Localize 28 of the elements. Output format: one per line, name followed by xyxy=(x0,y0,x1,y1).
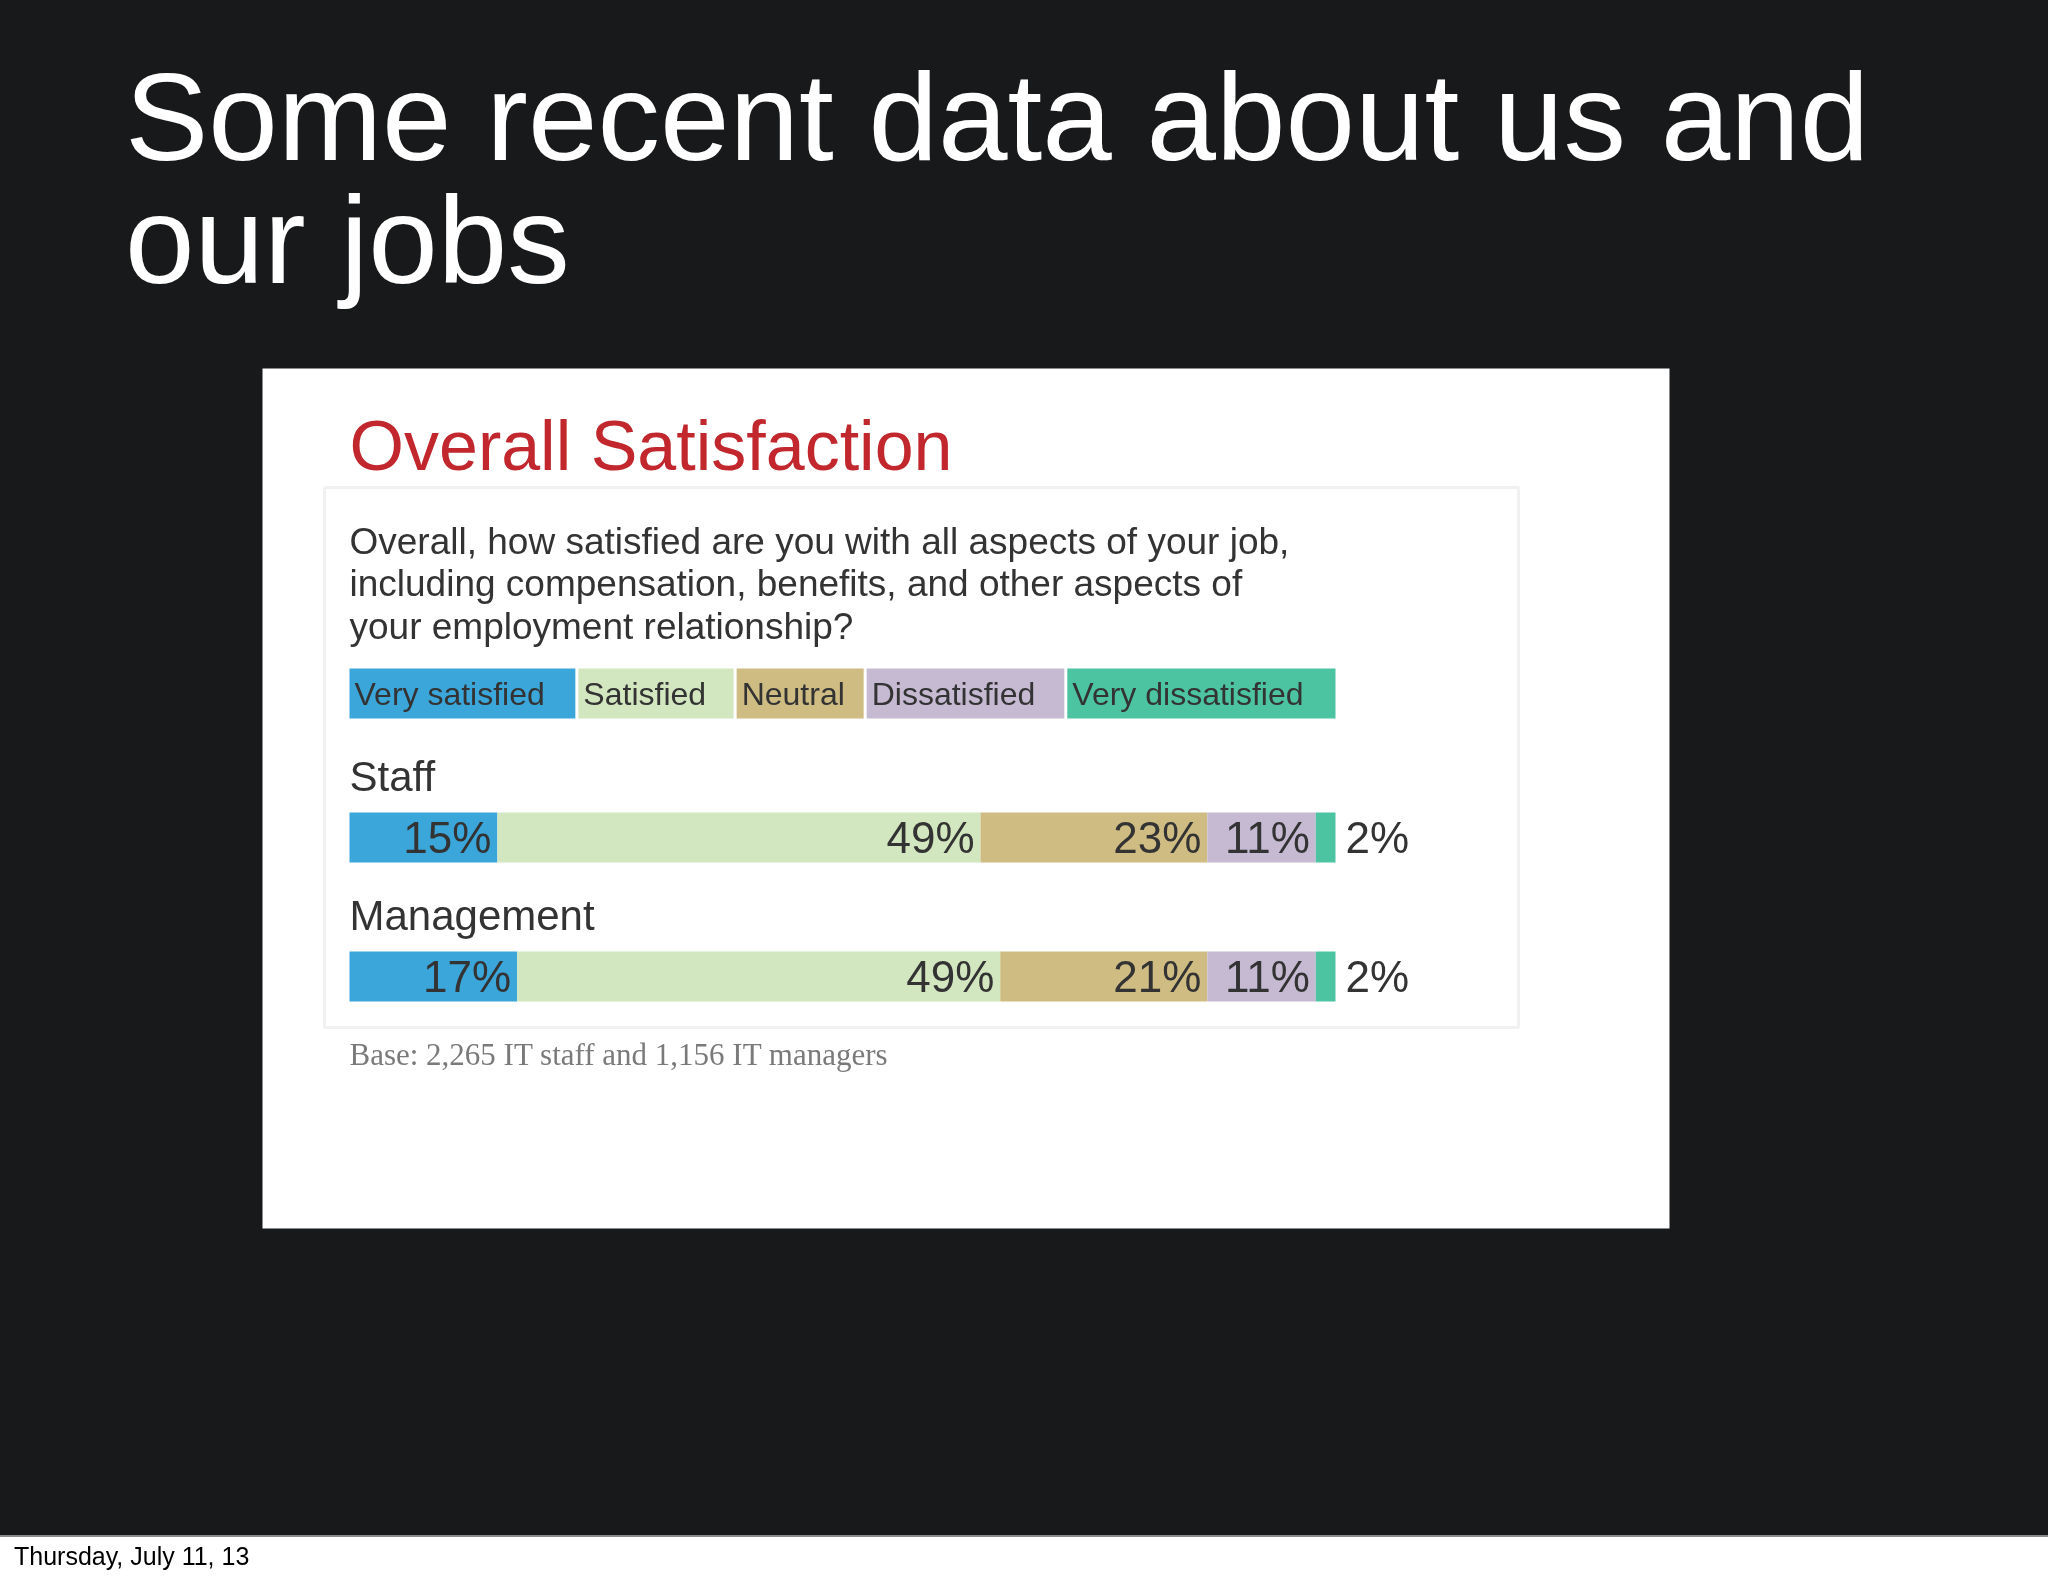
text: Satisfied xyxy=(583,675,707,712)
data-label: 2% xyxy=(1345,952,1410,1001)
data-label: 15% xyxy=(403,813,492,862)
bar xyxy=(1315,812,1336,863)
text: Neutral xyxy=(741,675,845,712)
text: Very dissatisfied xyxy=(1072,675,1304,712)
text: Dissatisfied xyxy=(871,675,1036,712)
y-tick-label: Staff xyxy=(349,752,436,800)
data-label: 49% xyxy=(886,813,975,862)
data-label: 2% xyxy=(1345,813,1410,862)
bar xyxy=(980,812,1208,863)
data-label: 21% xyxy=(1113,952,1202,1001)
text: Very satisfied xyxy=(354,675,545,712)
text: Some recent data about us and our jobs xyxy=(125,47,1871,309)
data-label: 23% xyxy=(1113,813,1202,862)
bar xyxy=(497,812,981,863)
data-label: 11% xyxy=(1224,813,1310,862)
text: Thursday, July 11, 13 xyxy=(14,1541,250,1572)
text: Base: 2,265 IT staff and 1,156 IT managers xyxy=(349,1036,888,1072)
y-tick-label: Management xyxy=(349,891,595,939)
bar xyxy=(517,951,1001,1002)
bar xyxy=(1315,951,1336,1002)
bar xyxy=(1000,951,1208,1002)
chart-subtitle: Overall, how satisfied are you with all aspects of your job, including compensation, benefits, and other aspects of your employment relationship? xyxy=(349,520,1290,647)
data-label: 17% xyxy=(423,952,512,1001)
chart-title: Overall Satisfaction xyxy=(349,406,953,485)
data-label: 11% xyxy=(1224,952,1310,1001)
data-label: 49% xyxy=(906,952,995,1001)
